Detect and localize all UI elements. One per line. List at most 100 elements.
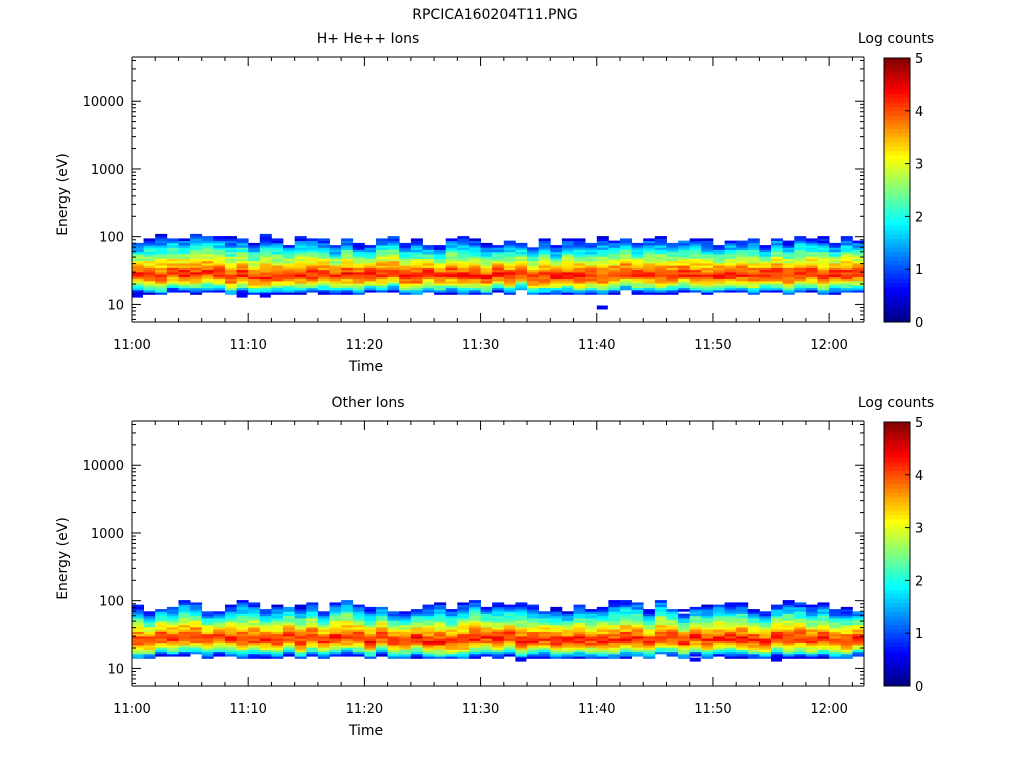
heatmap-cell: [422, 606, 435, 610]
heatmap-cell: [782, 611, 795, 614]
heatmap-cell: [155, 251, 168, 255]
heatmap-cell: [492, 615, 505, 619]
heatmap-cell: [736, 245, 749, 248]
heatmap-cell: [701, 274, 714, 277]
heatmap-cell: [759, 247, 772, 250]
heatmap-cell: [503, 629, 516, 632]
heatmap-cell: [317, 611, 330, 614]
y-tick-label: 10000: [83, 95, 124, 110]
heatmap-cell: [329, 642, 342, 646]
heatmap-cell: [550, 624, 563, 628]
heatmap-cell: [538, 254, 551, 257]
heatmap-cell: [259, 645, 272, 648]
heatmap-cell: [492, 627, 505, 630]
heatmap-cell: [817, 631, 830, 635]
heatmap-cell: [469, 290, 481, 293]
heatmap-cell: [585, 649, 598, 653]
heatmap-cell: [713, 627, 725, 630]
heatmap-cell: [294, 290, 307, 293]
heatmap-cell: [283, 640, 295, 644]
heatmap-cell: [283, 269, 295, 273]
heatmap-cell: [689, 611, 702, 614]
heatmap-cell: [852, 258, 865, 262]
colorbar-segment: [884, 562, 910, 568]
heatmap-cell: [364, 620, 377, 623]
heatmap-cell: [329, 287, 342, 291]
heatmap-cell: [294, 281, 307, 284]
colorbar-segment: [884, 474, 910, 480]
heatmap-cell: [190, 249, 203, 253]
heatmap-cell: [317, 627, 330, 630]
heatmap-cell: [689, 640, 702, 644]
heatmap-cell: [469, 647, 481, 650]
heatmap-cell: [724, 627, 737, 630]
heatmap-cell: [829, 272, 842, 275]
heatmap-cell: [643, 260, 656, 264]
heatmap-cell: [747, 278, 760, 282]
heatmap-cell: [155, 263, 168, 266]
heatmap-cell: [492, 636, 505, 639]
heatmap-cell: [271, 247, 284, 250]
heatmap-cell: [306, 265, 319, 268]
heatmap-cell: [585, 631, 598, 635]
heatmap-cell: [631, 260, 644, 264]
heatmap-cell: [503, 292, 516, 295]
heatmap-cell: [434, 647, 447, 650]
heatmap-cell: [480, 647, 493, 650]
heatmap-cell: [376, 278, 388, 282]
heatmap-cell: [538, 290, 551, 293]
heatmap-cell: [213, 267, 226, 271]
heatmap-cell: [469, 609, 481, 612]
heatmap-cell: [573, 640, 586, 644]
heatmap-cell: [352, 636, 365, 639]
heatmap-cell: [538, 242, 551, 246]
heatmap-cell: [190, 283, 203, 286]
heatmap-cell: [736, 276, 749, 280]
heatmap-cell: [608, 647, 621, 650]
heatmap-cell: [457, 633, 470, 637]
heatmap-cell: [840, 647, 853, 650]
heatmap-cell: [631, 604, 644, 608]
heatmap-cell: [736, 258, 749, 262]
heatmap-cell: [771, 256, 783, 259]
heatmap-cell: [213, 265, 226, 268]
heatmap-cell: [341, 633, 354, 637]
heatmap-cell: [805, 265, 818, 268]
heatmap-cell: [201, 645, 214, 648]
heatmap-cell: [829, 647, 842, 650]
heatmap-cell: [747, 260, 760, 264]
heatmap-cell: [341, 602, 354, 605]
colorbar-segment: [884, 598, 910, 603]
heatmap-cell: [620, 274, 632, 277]
heatmap-cell: [503, 281, 516, 284]
heatmap-cell: [631, 276, 644, 280]
heatmap-cell: [480, 254, 493, 257]
heatmap-cell: [364, 627, 377, 630]
heatmap-cell: [573, 604, 586, 608]
colorbar-segment: [884, 444, 910, 449]
heatmap-cell: [829, 283, 842, 286]
heatmap-cell: [329, 604, 342, 608]
heatmap-cell: [422, 647, 435, 650]
heatmap-cell: [852, 620, 865, 623]
heatmap-cell: [259, 263, 272, 266]
heatmap-cell: [782, 245, 795, 248]
heatmap-cell: [166, 272, 179, 275]
heatmap-cell: [701, 638, 714, 641]
heatmap-cell: [794, 604, 807, 608]
heatmap-cell: [805, 245, 818, 248]
heatmap-cell: [271, 620, 284, 623]
heatmap-cell: [736, 633, 749, 637]
heatmap-cell: [457, 276, 470, 280]
heatmap-cell: [573, 265, 586, 268]
heatmap-cell: [190, 274, 203, 277]
heatmap-cell: [840, 238, 853, 241]
heatmap-cell: [352, 265, 365, 268]
heatmap-cell: [643, 283, 656, 286]
heatmap-cell: [190, 649, 203, 653]
heatmap-cell: [410, 613, 423, 617]
heatmap-cell: [271, 606, 284, 610]
heatmap-cell: [341, 278, 354, 282]
heatmap-cell: [190, 636, 203, 639]
heatmap-cell: [445, 265, 458, 268]
